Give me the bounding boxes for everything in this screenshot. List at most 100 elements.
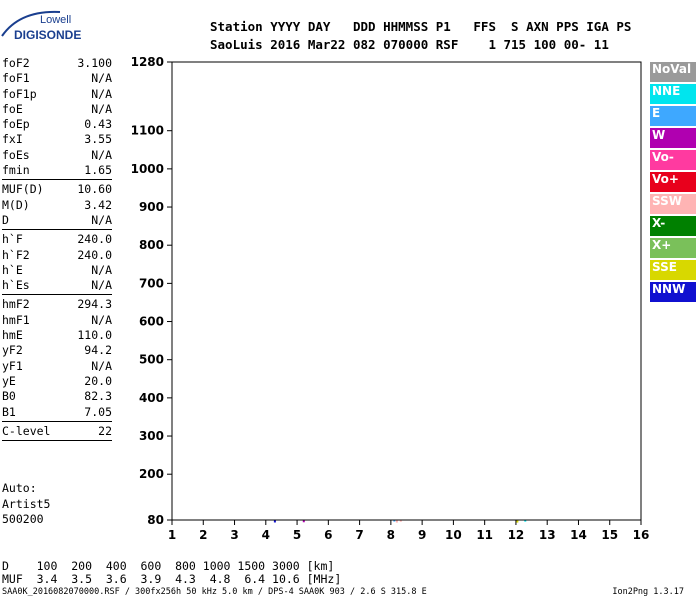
param-row: h`F 240.0 [2,232,112,247]
param-separator [2,179,112,181]
param-name: h`E [2,262,23,277]
param-name: C-level [2,423,51,438]
legend-item: SSW [650,194,696,214]
muf-distances: D 100 200 400 600 800 1000 1500 3000 [km… [2,559,335,573]
x-tick-label: 2 [199,528,207,542]
x-tick-label: 16 [633,528,650,542]
header-labels: Station YYYY DAY DDD HHMMSS P1 FFS S AXN… [210,19,632,34]
legend-item: NoVal [650,62,696,82]
param-row: hmF1 N/A [2,313,112,328]
param-row: C-level 22 [2,424,112,439]
x-tick-label: 6 [324,528,332,542]
file-info-footer: SAA0K_2016082070000.RSF / 300fx256h 50 k… [2,587,427,597]
param-name: hmF2 [2,297,30,312]
header-values: SaoLuis 2016 Mar22 082 070000 RSF 1 715 … [210,37,609,52]
param-name: B1 [2,404,16,419]
param-value: N/A [91,71,112,86]
param-name: B0 [2,389,16,404]
y-tick-label: 800 [139,238,164,252]
x-tick-label: 8 [387,528,395,542]
param-row: B1 7.05 [2,405,112,420]
station-header: Station YYYY DAY DDD HHMMSS P1 FFS S AXN… [210,18,631,54]
legend-item: SSE [650,260,696,280]
param-name: yE [2,373,16,388]
param-value: 10.60 [77,182,112,197]
x-tick-label: 9 [418,528,426,542]
x-tick-label: 5 [293,528,301,542]
param-row: D N/A [2,213,112,228]
param-name: M(D) [2,197,30,212]
param-name: MUF(D) [2,182,44,197]
param-value: 240.0 [77,232,112,247]
param-name: foE [2,101,23,116]
x-tick-label: 4 [262,528,270,542]
echo-dot [395,518,398,523]
param-name: foF1 [2,71,30,86]
logo-swoosh-icon [1,10,61,37]
param-name: fxI [2,132,23,147]
digisonde-logo: Lowell DIGISONDE [0,6,110,42]
y-tick-label: 200 [139,467,164,481]
y-tick-label: 1280 [131,55,164,69]
param-value: 22 [98,423,112,438]
param-value: 1.65 [84,163,112,178]
legend-item: Vo+ [650,172,696,192]
scaled-parameters: foF2 3.100 foF1 N/A foF1p N/A foE N/A foEp 0.43 fx… [2,56,112,443]
plot-axes: 1 2 3 4 5 6 7 8 9 10 11 12 13 14 15 1680200300400500600… [131,55,650,542]
param-value: 3.42 [84,197,112,212]
y-tick-label: 500 [139,353,164,367]
x-tick-label: 15 [601,528,618,542]
param-row: fmin 1.65 [2,163,112,178]
x-tick-label: 7 [355,528,363,542]
param-value: 110.0 [77,328,112,343]
param-row: h`E N/A [2,263,112,278]
param-row: foEp 0.43 [2,117,112,132]
polarization-legend: NoVal NNE E W Vo- Vo+ SSW X- X+ SSE NNW [650,62,696,304]
autoscaling-info: Auto: Artist5 500200 [2,481,50,528]
x-tick-label: 11 [476,528,493,542]
legend-item: E [650,106,696,126]
param-row: h`Es N/A [2,278,112,293]
legend-item: X+ [650,238,696,258]
x-tick-label: 12 [508,528,525,542]
param-row: yF2 94.2 [2,343,112,358]
param-row: B0 82.3 [2,389,112,404]
param-row: yE 20.0 [2,374,112,389]
param-row: foF1p N/A [2,87,112,102]
auto-label: Auto: [2,481,37,495]
param-name: hmE [2,328,23,343]
param-name: h`Es [2,278,30,293]
param-row: M(D) 3.42 [2,198,112,213]
param-value: N/A [91,101,112,116]
x-tick-label: 14 [570,528,587,542]
y-tick-label: 900 [139,200,164,214]
legend-item: NNW [650,282,696,302]
muf-values: MUF 3.4 3.5 3.6 3.9 4.3 4.8 6.4 10.6 [MH… [2,572,342,586]
param-name: h`F [2,232,23,247]
param-name: foEs [2,147,30,162]
echo-dot [302,519,305,523]
legend-item: X- [650,216,696,236]
param-name: yF1 [2,358,23,373]
param-value: N/A [91,358,112,373]
param-name: h`F2 [2,247,30,262]
param-value: 94.2 [84,343,112,358]
param-separator [2,440,112,442]
logo-lowell: Lowell [40,14,72,26]
param-value: N/A [91,147,112,162]
legend-item: Vo- [650,150,696,170]
param-name: hmF1 [2,312,30,327]
y-tick-label: 400 [139,391,164,405]
x-tick-label: 13 [539,528,556,542]
x-tick-label: 1 [168,528,176,542]
y-tick-label: 1000 [131,162,164,176]
param-row: MUF(D) 10.60 [2,182,112,197]
param-row: foEs N/A [2,148,112,163]
plot-frame [171,61,642,521]
x-tick-label: 10 [445,528,462,542]
param-row: foF1 N/A [2,71,112,86]
y-tick-label: 600 [139,315,164,329]
param-row: hmE 110.0 [2,328,112,343]
param-value: N/A [91,312,112,327]
